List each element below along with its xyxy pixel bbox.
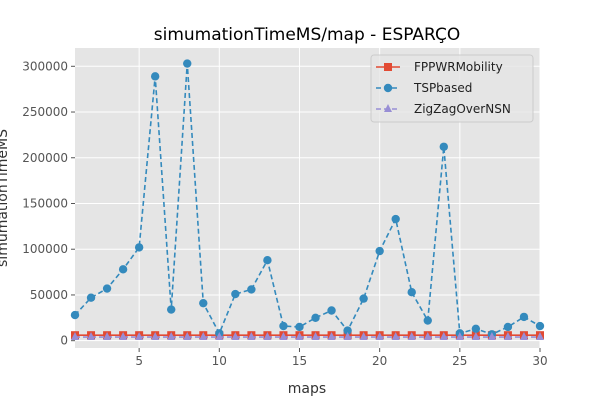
data-point-tspbased xyxy=(343,326,352,335)
data-point-tspbased xyxy=(118,265,128,274)
y-axis: 0 50000 100000 150000 200000 250000 300000 xyxy=(22,59,75,348)
y-tick-label: 0 xyxy=(60,334,68,348)
data-point-zigzagovernsn xyxy=(359,332,368,341)
y-tick-label: 300000 xyxy=(22,59,68,73)
data-point-tspbased xyxy=(247,285,256,294)
data-point-zigzagovernsn xyxy=(439,332,448,341)
x-tick-label: 30 xyxy=(532,354,547,368)
data-point-zigzagovernsn xyxy=(183,332,192,341)
data-point-zigzagovernsn xyxy=(151,332,160,341)
data-point-zigzagovernsn xyxy=(455,332,464,341)
data-point-zigzagovernsn xyxy=(247,332,256,341)
series-zigzagovernsn xyxy=(71,332,544,341)
y-tick-label: 50000 xyxy=(30,288,68,302)
data-point-tspbased xyxy=(263,255,272,265)
data-point-zigzagovernsn xyxy=(87,332,96,341)
x-tick-label: 25 xyxy=(452,354,467,368)
data-point-zigzagovernsn xyxy=(103,332,112,341)
x-tick-label: 10 xyxy=(212,354,227,368)
data-point-zigzagovernsn xyxy=(536,332,544,341)
data-point-tspbased xyxy=(423,316,432,325)
data-point-tspbased xyxy=(471,324,481,333)
data-point-zigzagovernsn xyxy=(375,332,384,341)
legend-label-zigzagovernsn: ZigZagOverNSN xyxy=(414,102,511,116)
grid xyxy=(75,48,541,348)
data-point-tspbased xyxy=(102,284,112,293)
y-tick-label: 200000 xyxy=(22,151,68,165)
legend-marker-fppwrmobility xyxy=(384,63,392,71)
data-point-tspbased xyxy=(183,59,192,68)
data-point-tspbased xyxy=(231,289,240,299)
data-point-zigzagovernsn xyxy=(423,332,432,341)
x-axis-label: maps xyxy=(288,381,326,397)
data-point-tspbased xyxy=(327,306,336,315)
data-point-zigzagovernsn xyxy=(519,332,528,341)
data-point-zigzagovernsn xyxy=(343,332,352,341)
data-point-tspbased xyxy=(407,288,416,297)
data-point-tspbased xyxy=(311,313,320,323)
data-point-zigzagovernsn xyxy=(407,332,416,341)
legend-box xyxy=(370,54,534,123)
data-point-tspbased xyxy=(391,214,400,224)
data-point-zigzagovernsn xyxy=(71,332,79,341)
data-point-tspbased xyxy=(150,72,160,81)
data-point-zigzagovernsn xyxy=(391,332,400,341)
legend-marker-tspbased xyxy=(383,83,393,93)
legend-label-fppwrmobility: FPPWRMobility xyxy=(414,60,503,74)
data-point-tspbased xyxy=(279,321,288,331)
data-point-tspbased xyxy=(359,294,368,303)
x-tick-label: 15 xyxy=(292,354,307,368)
y-tick-label: 100000 xyxy=(22,242,68,256)
data-point-zigzagovernsn xyxy=(199,332,208,341)
data-point-tspbased xyxy=(86,293,96,302)
series-group xyxy=(70,59,545,341)
data-point-zigzagovernsn xyxy=(231,332,240,341)
data-point-tspbased xyxy=(503,322,513,332)
data-point-tspbased xyxy=(134,243,144,252)
data-point-zigzagovernsn xyxy=(311,332,320,341)
data-point-zigzagovernsn xyxy=(279,332,288,341)
data-point-zigzagovernsn xyxy=(215,332,224,341)
data-point-zigzagovernsn xyxy=(167,332,176,341)
legend-marker-zigzagovernsn xyxy=(384,104,392,112)
data-point-zigzagovernsn xyxy=(487,332,496,341)
data-point-zigzagovernsn xyxy=(295,332,304,341)
chart-title: simumationTimeMS/map - ESPARÇO xyxy=(154,25,461,45)
data-point-tspbased xyxy=(439,142,448,151)
data-point-tspbased xyxy=(199,298,208,308)
data-point-zigzagovernsn xyxy=(263,332,272,341)
data-point-zigzagovernsn xyxy=(327,332,336,341)
data-point-tspbased xyxy=(295,322,304,332)
y-tick-label: 250000 xyxy=(22,105,68,119)
legend-label-tspbased: TSPbased xyxy=(413,81,472,95)
x-axis: 5 10 15 20 25 30 xyxy=(135,348,548,368)
data-point-tspbased xyxy=(167,305,176,314)
data-point-tspbased xyxy=(70,310,80,320)
x-tick-label: 5 xyxy=(135,354,143,368)
data-point-zigzagovernsn xyxy=(471,332,480,341)
data-point-tspbased xyxy=(535,321,545,331)
y-tick-label: 150000 xyxy=(22,196,68,210)
data-point-zigzagovernsn xyxy=(135,332,144,341)
data-point-tspbased xyxy=(519,312,529,322)
x-tick-label: 20 xyxy=(372,354,387,368)
series-tspbased xyxy=(70,59,545,339)
data-point-zigzagovernsn xyxy=(503,332,512,341)
data-point-zigzagovernsn xyxy=(119,332,128,341)
y-axis-label: simumationTimeMS xyxy=(0,129,11,267)
legend: FPPWRMobility TSPbased ZigZagOverNSN xyxy=(370,54,534,123)
data-point-tspbased xyxy=(375,246,384,256)
